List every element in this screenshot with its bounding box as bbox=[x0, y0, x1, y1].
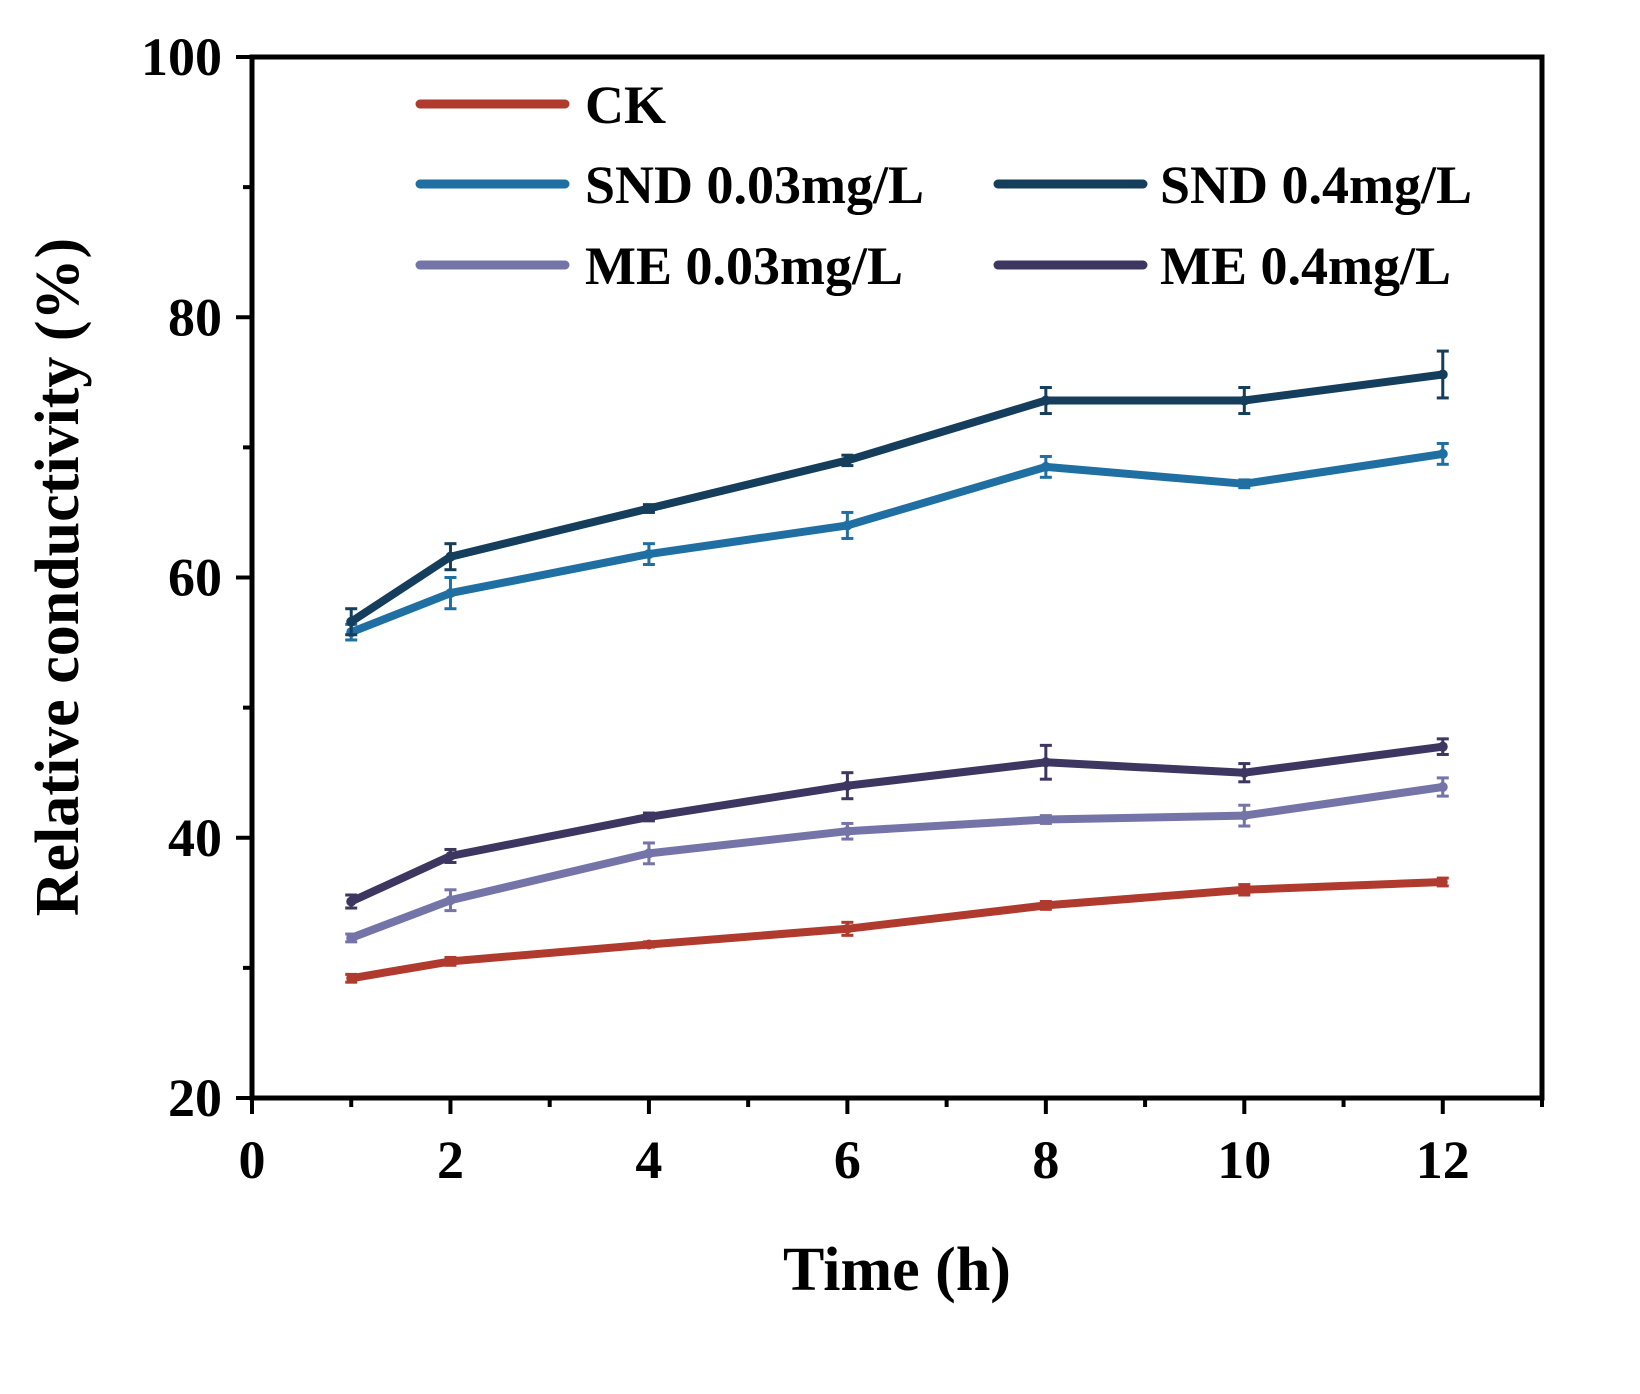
series-line bbox=[347, 878, 1447, 983]
x-tick-label: 6 bbox=[834, 1130, 861, 1190]
series-line bbox=[347, 742, 1447, 906]
data-point bbox=[1040, 814, 1051, 825]
legend-item-3: ME 0.03mg/L bbox=[415, 236, 903, 296]
x-tick-label: 4 bbox=[635, 1130, 662, 1190]
y-tick-label: 20 bbox=[168, 1068, 222, 1128]
data-point bbox=[445, 956, 456, 967]
data-point bbox=[346, 616, 357, 627]
legend-label: CK bbox=[585, 75, 666, 135]
y-tick-label: 40 bbox=[168, 808, 222, 868]
data-point bbox=[643, 549, 654, 560]
data-point bbox=[1437, 448, 1448, 459]
data-point bbox=[1239, 395, 1250, 406]
legend-item-0: CK bbox=[415, 75, 666, 135]
data-point bbox=[1239, 767, 1250, 778]
x-axis-ticks: 0 2 4 6 8 10 12 bbox=[239, 1098, 1544, 1190]
data-point bbox=[1239, 884, 1250, 895]
x-tick-label: 12 bbox=[1416, 1130, 1470, 1190]
data-point bbox=[1437, 741, 1448, 752]
data-point bbox=[1239, 478, 1250, 489]
data-point bbox=[1437, 369, 1448, 380]
series-1 bbox=[345, 441, 1449, 642]
data-point bbox=[346, 973, 357, 984]
data-point bbox=[643, 848, 654, 859]
data-point bbox=[643, 811, 654, 822]
y-tick-label: 80 bbox=[168, 287, 222, 347]
data-point bbox=[1040, 900, 1051, 911]
y-axis-ticks: 20 40 60 80 100 bbox=[141, 27, 252, 1128]
data-point bbox=[1040, 757, 1051, 768]
data-point bbox=[1040, 395, 1051, 406]
series-line bbox=[347, 370, 1447, 626]
data-point bbox=[842, 826, 853, 837]
data-point bbox=[643, 939, 654, 950]
data-point bbox=[445, 588, 456, 599]
x-tick-label: 8 bbox=[1032, 1130, 1059, 1190]
series-3 bbox=[345, 776, 1449, 944]
data-point bbox=[346, 896, 357, 907]
legend-label: ME 0.4mg/L bbox=[1160, 236, 1451, 296]
data-point bbox=[1040, 461, 1051, 472]
series-0 bbox=[345, 876, 1449, 984]
plot-area: 0 2 4 6 8 10 12 20 40 60 80 100 bbox=[141, 27, 1545, 1190]
data-point bbox=[346, 932, 357, 943]
data-point bbox=[643, 503, 654, 514]
data-point bbox=[842, 780, 853, 791]
x-tick-label: 0 bbox=[239, 1130, 266, 1190]
legend-item-4: ME 0.4mg/L bbox=[993, 236, 1451, 296]
series-4 bbox=[345, 737, 1449, 910]
legend: CK SND 0.03mg/L SND 0.4mg/L ME 0.03mg/L ME 0… bbox=[415, 75, 1472, 296]
data-point bbox=[1437, 782, 1448, 793]
data-point bbox=[445, 551, 456, 562]
series-2 bbox=[345, 349, 1449, 637]
x-tick-label: 10 bbox=[1217, 1130, 1271, 1190]
series-line bbox=[347, 783, 1447, 942]
data-point bbox=[1437, 876, 1448, 887]
data-point bbox=[842, 520, 853, 531]
legend-label: SND 0.4mg/L bbox=[1160, 155, 1472, 215]
x-tick-label: 2 bbox=[437, 1130, 464, 1190]
data-point bbox=[842, 455, 853, 466]
y-tick-label: 100 bbox=[141, 27, 222, 87]
legend-label: SND 0.03mg/L bbox=[585, 155, 924, 215]
data-point bbox=[445, 895, 456, 906]
y-axis-title: Relative conductivity (%) bbox=[24, 238, 92, 916]
data-point bbox=[445, 850, 456, 861]
legend-label: ME 0.03mg/L bbox=[585, 236, 903, 296]
data-point bbox=[842, 923, 853, 934]
legend-item-2: SND 0.4mg/L bbox=[993, 155, 1472, 215]
legend-item-1: SND 0.03mg/L bbox=[415, 155, 924, 215]
y-tick-label: 60 bbox=[168, 548, 222, 608]
series-layer bbox=[345, 349, 1449, 984]
x-axis-title: Time (h) bbox=[783, 1236, 1011, 1304]
data-point bbox=[1239, 810, 1250, 821]
